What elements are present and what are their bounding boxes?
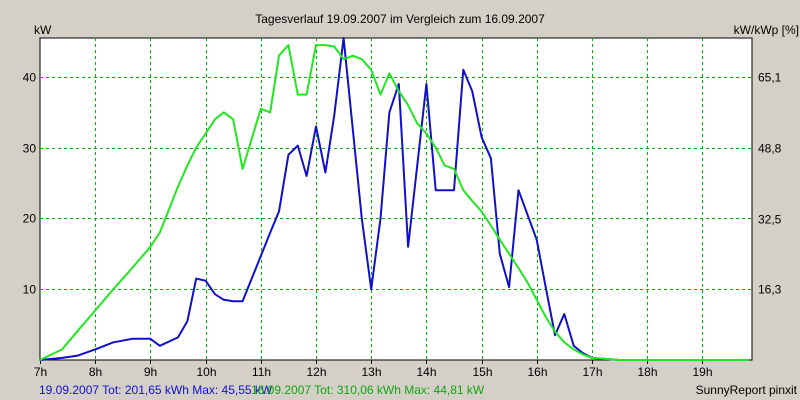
series-line-19-09-2007 [39, 37, 750, 361]
x-tick-label: 7h [34, 365, 47, 379]
grid-layer [40, 38, 752, 364]
y-right-tick-label: 32,5 [758, 213, 782, 227]
x-tick-label: 15h [472, 365, 492, 379]
footer-credit: SunnyReport pinxit [696, 383, 798, 397]
y-left-tick-label: 10 [23, 283, 37, 297]
chart-title: Tagesverlauf 19.09.2007 im Vergleich zum… [255, 12, 545, 26]
x-tick-label: 12h [306, 365, 326, 379]
x-tick-label: 13h [361, 365, 381, 379]
x-tick-label: 9h [144, 365, 157, 379]
y-left-tick-label: 30 [23, 142, 37, 156]
y-left-tick-label: 20 [23, 212, 37, 226]
x-tick-label: 8h [89, 365, 102, 379]
y-axis-left-label: kW [34, 23, 52, 37]
tick-label-layer: 7h 8h 9h 10h 11h 12h 13h 14h 15h 16h 17h 18h 19h 10 20… [23, 71, 782, 380]
legend-series-19-09: 19.09.2007 Tot: 201,65 kWh Max: 45,55 kW [39, 383, 273, 397]
x-tick-label: 10h [196, 365, 216, 379]
series-line-16-09-2007 [39, 44, 750, 361]
x-tick-label: 14h [416, 365, 436, 379]
y-right-tick-label: 48,8 [758, 142, 782, 156]
legend-series-16-09: 16.09.2007 Tot: 310,06 kWh Max: 44,81 kW [251, 383, 485, 397]
y-axis-right-label: kW/kWp [%] [734, 23, 799, 37]
y-right-tick-label: 65,1 [758, 71, 782, 85]
x-tick-label: 11h [252, 365, 271, 379]
y-right-tick-label: 16,3 [758, 283, 782, 297]
x-tick-label: 16h [527, 365, 547, 379]
y-left-tick-label: 40 [23, 71, 37, 85]
x-tick-label: 18h [637, 365, 657, 379]
x-tick-label: 19h [692, 365, 712, 379]
series-layer [39, 37, 750, 361]
x-tick-label: 17h [582, 365, 602, 379]
